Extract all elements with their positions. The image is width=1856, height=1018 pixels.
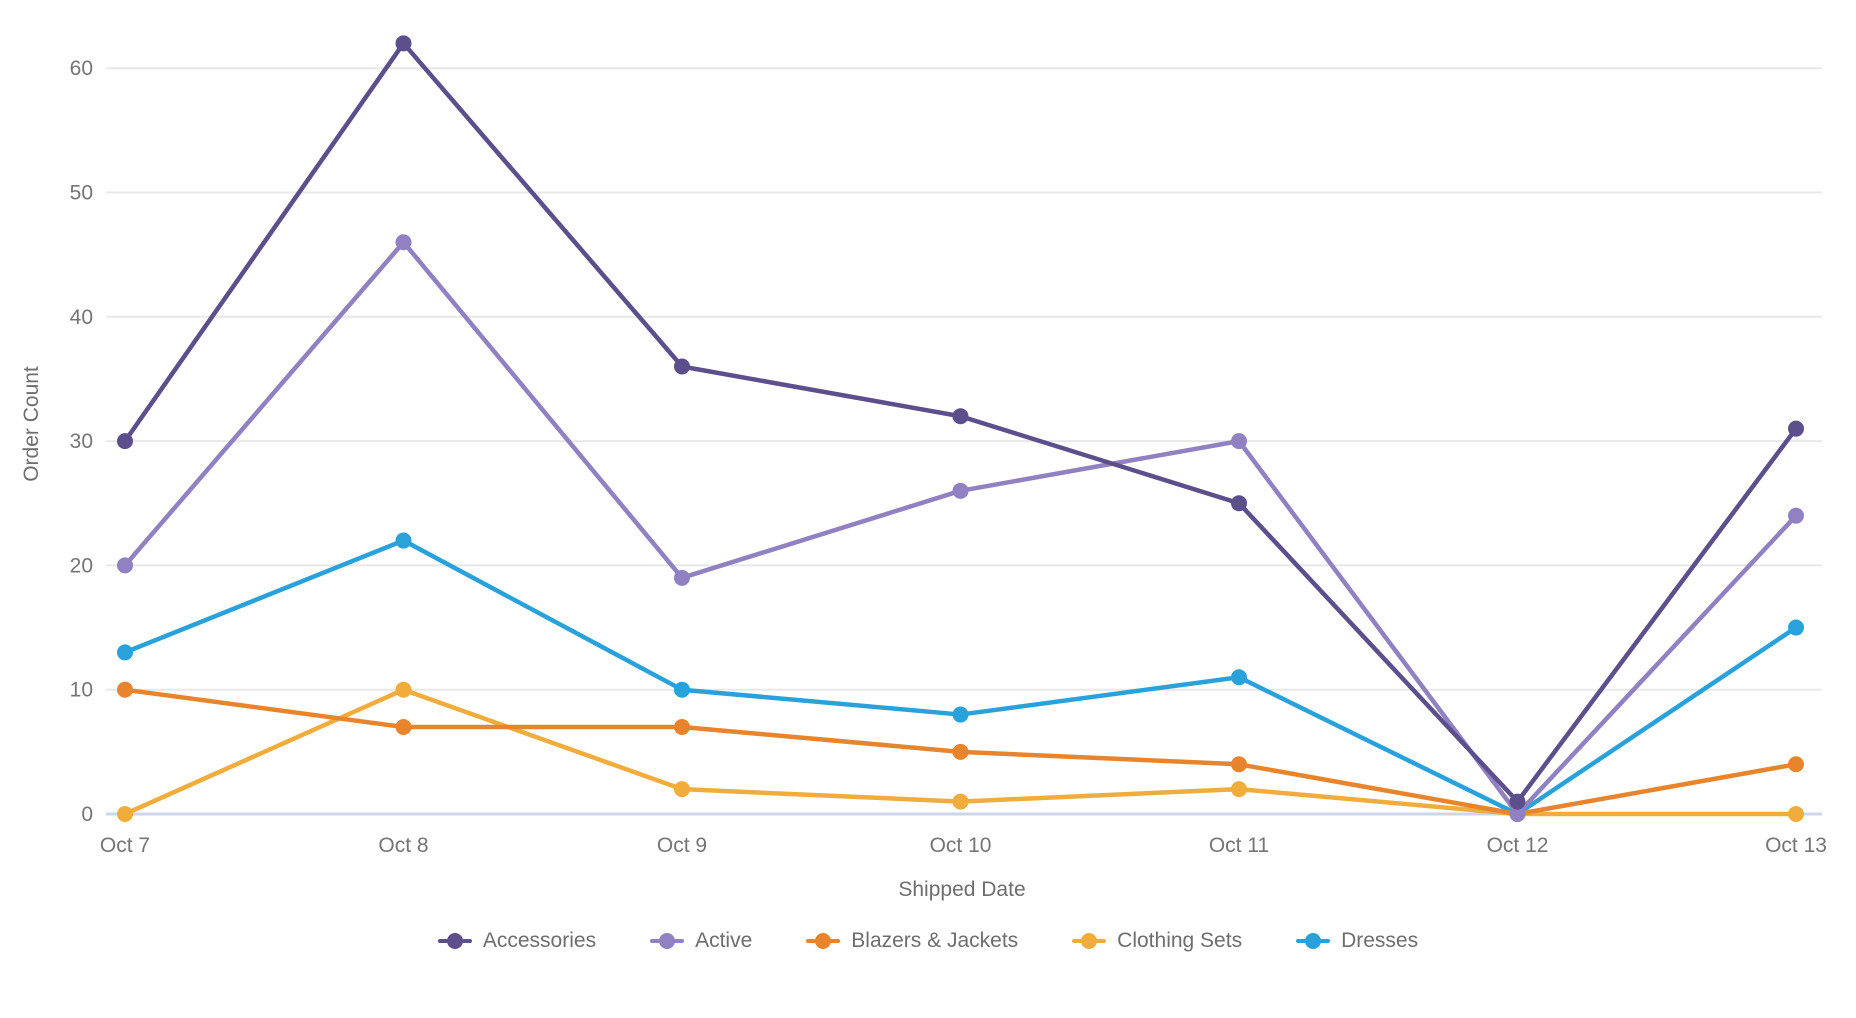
data-point-dresses-oct-10[interactable] xyxy=(952,706,969,723)
data-point-clothing-sets-oct-7[interactable] xyxy=(117,806,133,822)
series-layer xyxy=(117,35,1804,822)
x-tick-label: Oct 11 xyxy=(1209,834,1269,857)
data-point-blazers-jackets-oct-11[interactable] xyxy=(1231,756,1247,773)
x-axis-ticks: Oct 7 Oct 8 Oct 9 Oct 10 Oct 11 Oct 12 Oct 13 xyxy=(100,834,1827,857)
x-tick-label: Oct 9 xyxy=(657,834,707,857)
legend-item-accessories[interactable]: Accessories xyxy=(437,929,597,953)
data-point-dresses-oct-13[interactable] xyxy=(1788,619,1804,636)
data-point-accessories-oct-10[interactable] xyxy=(952,408,969,425)
data-point-active-oct-8[interactable] xyxy=(395,234,412,251)
legend-label: Accessories xyxy=(482,929,597,952)
grid-layer: 0 10 20 30 40 50 60 xyxy=(70,57,1822,826)
data-point-dresses-oct-9[interactable] xyxy=(674,681,690,698)
legend-item-dresses[interactable]: Dresses xyxy=(1296,929,1418,953)
legend-item-clothing-sets[interactable]: Clothing Sets xyxy=(1072,929,1242,953)
legend-label: Blazers & Jackets xyxy=(851,929,1019,952)
data-point-blazers-jackets-oct-9[interactable] xyxy=(674,718,690,735)
x-tick-label: Oct 12 xyxy=(1487,834,1549,857)
x-tick-label: Oct 7 xyxy=(100,834,150,857)
data-point-active-oct-10[interactable] xyxy=(952,482,969,499)
legend-marker-icon xyxy=(806,933,841,949)
data-point-accessories-oct-8[interactable] xyxy=(395,35,412,52)
data-point-accessories-oct-12[interactable] xyxy=(1509,793,1526,810)
y-tick-label: 50 xyxy=(70,182,93,205)
y-tick-label: 40 xyxy=(70,306,93,329)
data-point-accessories-oct-7[interactable] xyxy=(117,433,133,450)
data-point-clothing-sets-oct-8[interactable] xyxy=(395,681,412,698)
data-point-clothing-sets-oct-9[interactable] xyxy=(674,781,690,798)
data-point-blazers-jackets-oct-13[interactable] xyxy=(1788,756,1804,773)
data-point-dresses-oct-7[interactable] xyxy=(117,644,133,661)
legend-item-blazers-jackets[interactable]: Blazers & Jackets xyxy=(806,929,1018,953)
legend-marker-icon xyxy=(1296,933,1331,949)
line-chart: 0 10 20 30 40 50 60 Oct 7 Oct 8 Oct 9 Oct 10 Oct 1… xyxy=(20,35,1827,901)
data-point-clothing-sets-oct-13[interactable] xyxy=(1788,806,1804,822)
chart-legend: Accessories Active Blazers & Jackets Clothi… xyxy=(0,929,1856,953)
y-tick-label: 20 xyxy=(70,554,93,577)
series-line-dresses xyxy=(122,538,1799,817)
legend-marker-icon xyxy=(650,933,685,949)
x-axis-title: Shipped Date xyxy=(898,878,1025,901)
data-point-accessories-oct-13[interactable] xyxy=(1788,420,1804,437)
data-point-dresses-oct-8[interactable] xyxy=(395,532,412,549)
legend-marker-icon xyxy=(1072,933,1107,949)
data-point-blazers-jackets-oct-7[interactable] xyxy=(117,681,133,698)
legend-label: Clothing Sets xyxy=(1117,929,1243,952)
y-tick-label: 30 xyxy=(70,430,93,453)
y-tick-label: 10 xyxy=(70,679,93,702)
legend-label: Active xyxy=(695,929,753,952)
legend-item-active[interactable]: Active xyxy=(650,929,752,953)
x-tick-label: Oct 13 xyxy=(1765,834,1827,857)
y-axis-title: Order Count xyxy=(20,366,43,482)
data-point-active-oct-13[interactable] xyxy=(1788,507,1804,524)
data-point-blazers-jackets-oct-10[interactable] xyxy=(952,743,969,760)
data-point-clothing-sets-oct-10[interactable] xyxy=(952,793,969,810)
data-point-accessories-oct-11[interactable] xyxy=(1231,495,1247,512)
x-tick-label: Oct 10 xyxy=(930,834,992,857)
data-point-clothing-sets-oct-11[interactable] xyxy=(1231,781,1247,798)
data-point-blazers-jackets-oct-8[interactable] xyxy=(395,718,412,735)
y-tick-label: 0 xyxy=(81,803,93,826)
series-active xyxy=(117,234,1804,822)
legend-label: Dresses xyxy=(1341,929,1419,952)
data-point-accessories-oct-9[interactable] xyxy=(674,358,690,375)
legend-marker-icon xyxy=(437,933,472,949)
data-point-active-oct-12[interactable] xyxy=(1509,806,1526,822)
series-accessories xyxy=(117,35,1804,810)
y-tick-label: 60 xyxy=(70,57,93,80)
x-tick-label: Oct 8 xyxy=(378,834,428,857)
data-point-active-oct-7[interactable] xyxy=(117,557,133,574)
data-point-dresses-oct-11[interactable] xyxy=(1231,669,1247,686)
data-point-active-oct-9[interactable] xyxy=(674,569,690,586)
data-point-active-oct-11[interactable] xyxy=(1231,433,1247,450)
series-line-active xyxy=(122,239,1799,817)
